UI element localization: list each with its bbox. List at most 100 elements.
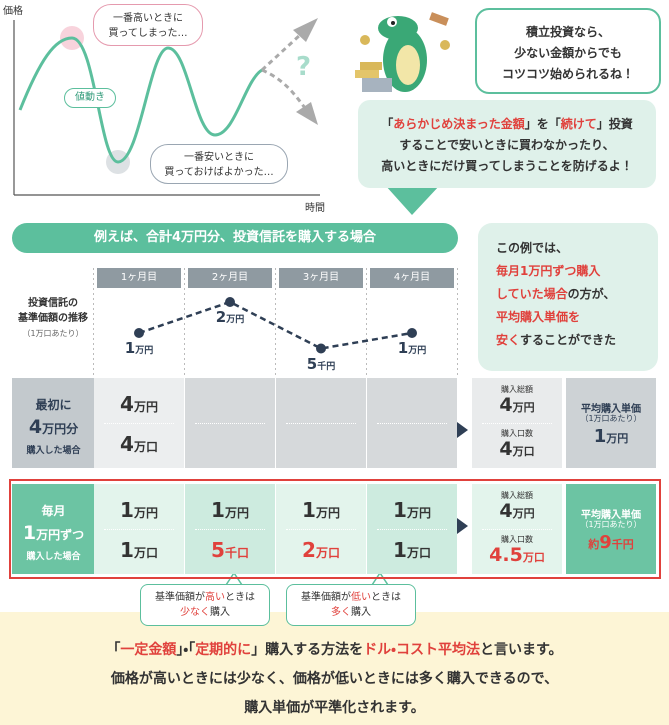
cell-divider [195,423,265,424]
amount: 4.5万口 [489,544,545,566]
average-label: 平均購入単価 [581,510,641,521]
text-line: この例では、 [496,237,658,260]
price-point [407,328,417,338]
amount-unit: 万円 [133,506,158,520]
purchase-cell [367,378,457,468]
count-label: 購入口数 [501,535,533,544]
amount-number: 4 [120,432,134,456]
summary-background [0,612,669,725]
text-line: 「一定金額」・「定期的に」購入する方法をドル・コスト平均法と言います。 [0,636,669,665]
text-line: 投資信託の [28,298,78,309]
text-segment: 安く [496,333,521,347]
text-segment: 高いときにだけ買ってしまうことを防げるよ！ [381,159,633,173]
cell-divider [482,423,552,424]
price-wave [18,36,263,164]
price-point [134,328,144,338]
text-line: 基準価額の推移 [18,313,88,324]
down-arrow [385,185,440,215]
text-segment: 毎月1万円ずつ購入 [496,264,601,278]
amount-unit: 万円 [408,346,427,356]
movement-label: 値動き [64,88,116,108]
amount-unit: 万円 [512,507,535,520]
cell-divider [286,529,356,530]
row-label-bottom: 購入した場合 [26,446,81,456]
amount-number: 4 [499,500,513,522]
amount-cell: 1万円 [367,498,457,522]
cell-divider [195,529,265,530]
text-line: 一番高いときに [113,13,183,24]
price-row-label: 投資信託の基準価額の推移 （1万口あたり） [10,296,96,341]
text-line: 少なく購入 [141,605,269,620]
average-value: 約9千円 [566,532,656,553]
row-label-number: 1 [22,522,37,544]
amount-unit: 万円 [315,506,340,520]
average-label: 平均購入単価 [581,404,641,415]
units-cell: 2万口 [276,538,366,562]
text-line: 基準価額が低いときは [287,590,415,605]
amount-unit: 万円 [226,315,245,325]
text-line: 積立投資なら、 [525,25,610,39]
purchase-cell [276,378,366,468]
text-line: 毎月1万円ずつ購入 [496,260,658,283]
count-label: 購入口数 [501,429,533,438]
crocodile-illustration [355,12,450,92]
text-line: 買ってしまった… [108,28,188,39]
price-label: 2万円 [200,307,260,326]
text-line: 「あらかじめ決まった金額」を「続けて」投資 [358,114,656,135]
amount-unit: 万円 [133,400,158,414]
text-segment: 続けて [560,117,597,131]
text-segment: 「 [381,117,394,131]
amount: 4万円 [499,394,534,416]
cell-divider [286,423,356,424]
amount: 1万円 [393,498,431,522]
text-segment: ドル・コスト平均法 [363,642,480,658]
arrow-down-head [296,102,318,125]
month-header: 3ヶ月目 [279,268,363,288]
average-value: 1万円 [566,426,656,447]
amount-number: 2 [302,538,316,562]
text-segment: 一定金額 [120,642,177,658]
text-line: していた場合の方が、 [496,283,658,306]
amount: 5千円 [307,354,335,373]
amount-number: 4 [499,394,513,416]
amount-unit: 万口 [512,445,535,458]
price-point [316,343,326,354]
text-line: 少ない金額からでも [514,46,622,60]
text-line: 平均購入単価を [496,306,658,329]
average-cell: 平均購入単価 （1万口あたり） 1万円 [566,378,656,468]
text-segment: 購入 [210,607,230,618]
text-segment: 」投資 [596,117,633,131]
text-line: 価格が高いときには少なく、価格が低いときには多く購入できるので、 [0,665,669,694]
y-axis-label: 価格 [3,6,23,17]
text-segment: 少なく [180,607,210,618]
amount: 1万円 [120,498,158,522]
average-note: （1万口あたり） [580,520,642,529]
amount-number: 5 [306,354,318,373]
price-row-note: （1万口あたり） [22,329,84,338]
row-label-top: 毎月 [41,504,66,518]
question-mark: ? [296,52,312,82]
text-segment: 購入単価が平準化されます。 [244,700,425,716]
amount-number: 4 [499,438,513,460]
text-segment: 定期的に [195,642,252,658]
row-label: 毎月 1万円ずつ 購入した場合 [12,484,95,574]
text-segment: 高い [205,592,225,603]
purchase-cell: 1万円 2万口 [276,484,366,574]
amount: 2万円 [216,307,244,326]
text-segment: することができた [520,333,617,347]
cell-divider [104,423,174,424]
amount: 1万口 [393,538,431,562]
text-line: 買っておけばよかった… [164,167,274,178]
units-cell: 4万口 [94,432,184,456]
text-line: 安くすることができた [496,329,658,352]
example-box: この例では、 毎月1万円ずつ購入 していた場合の方が、 平均購入単価を 安くすることがで… [478,223,658,371]
row-label-unit: 万円分 [42,422,79,436]
text-line: 多く購入 [287,605,415,620]
amount-cell: 1万円 [185,498,275,522]
amount-unit: 万口 [133,546,158,560]
amount-unit: 万円 [135,346,154,356]
speech-bubble: 一番高いときに 買ってしまった… [93,4,203,46]
row-label-bottom: 購入した場合 [26,552,81,562]
amount-number: 5 [211,538,225,562]
